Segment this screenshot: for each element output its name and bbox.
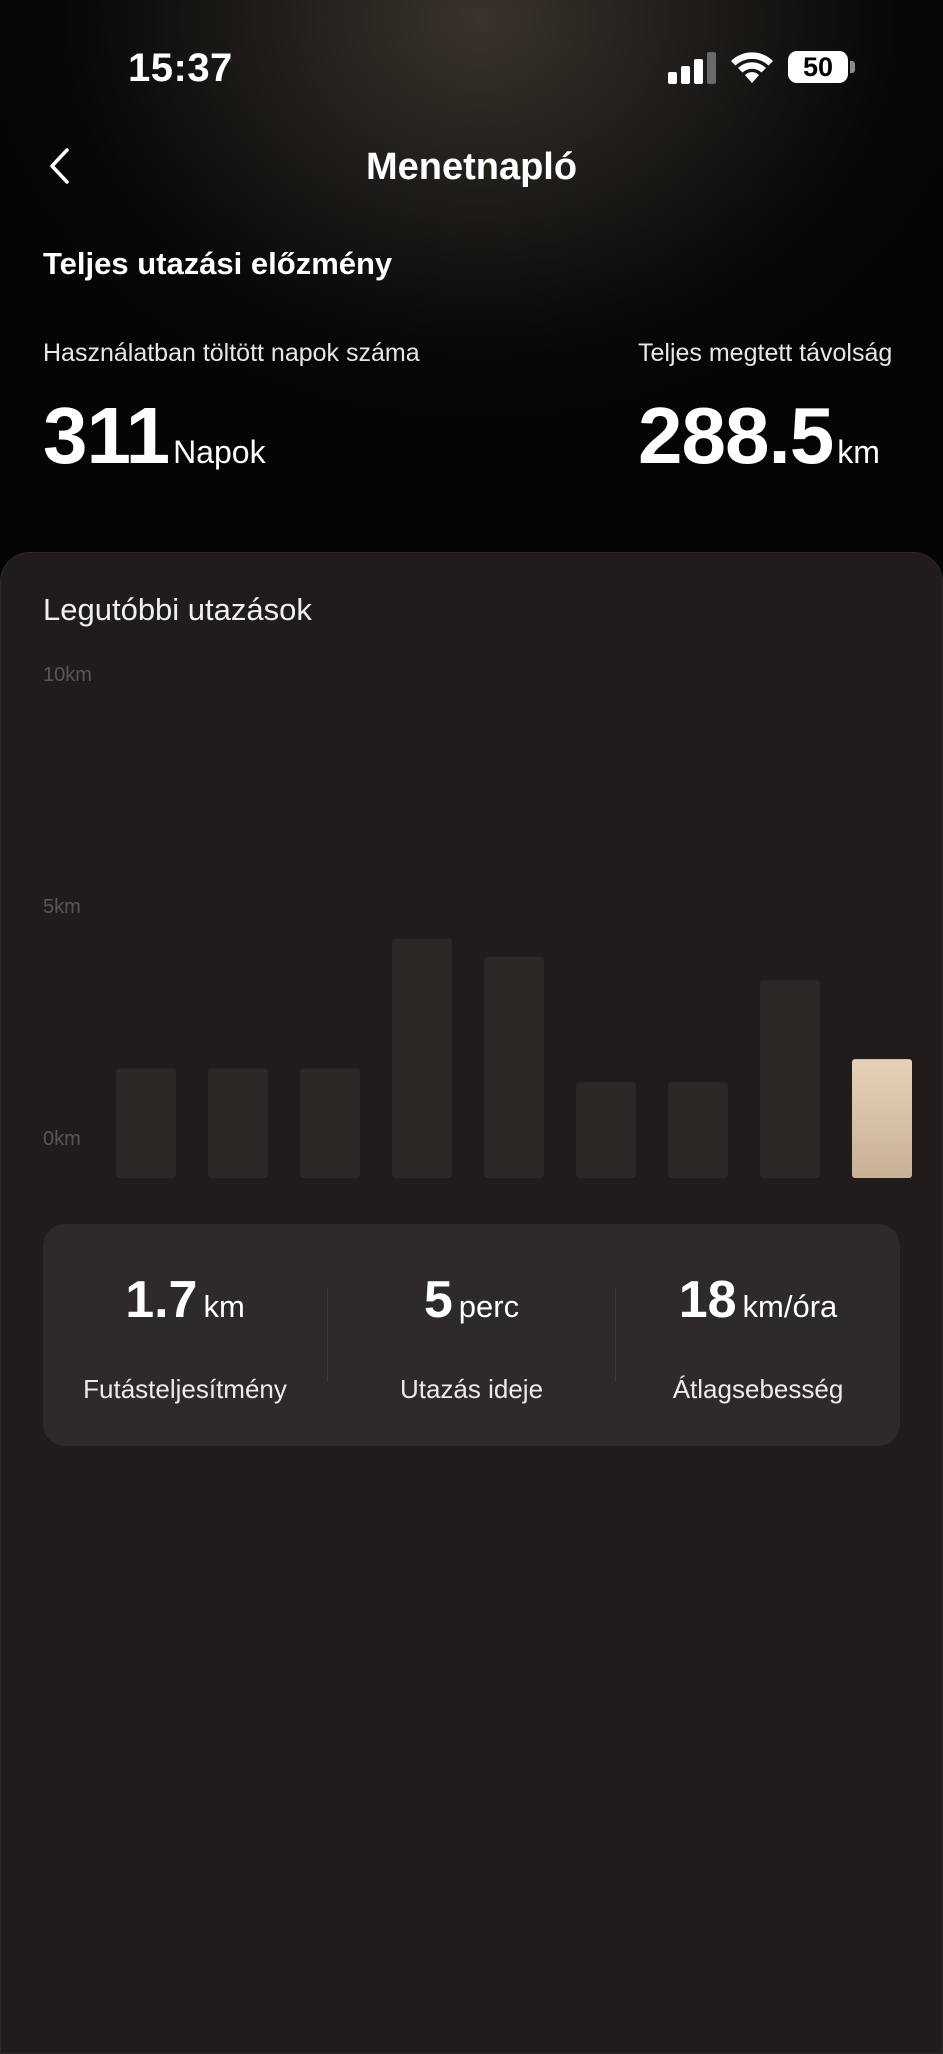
battery-cap <box>850 61 855 73</box>
distance-value: 288.5 <box>638 391 834 480</box>
chart-bar-selected[interactable] <box>852 1059 912 1178</box>
status-bar: 15:37 50 <box>0 0 943 140</box>
back-button[interactable] <box>40 144 80 188</box>
mileage-unit: km <box>203 1289 245 1324</box>
divider <box>615 1288 616 1382</box>
distance-stat: 288.5 km <box>638 390 880 482</box>
chart-bar[interactable] <box>760 980 820 1178</box>
chart-bar[interactable] <box>576 1082 636 1178</box>
wifi-icon <box>731 52 773 83</box>
days-unit: Napok <box>173 434 266 470</box>
divider <box>327 1288 328 1382</box>
days-label: Használatban töltött napok száma <box>43 339 420 367</box>
recent-trips-chart: 10km5km0km2345678910 <box>43 664 912 1178</box>
duration-value: 5 <box>423 1271 453 1329</box>
cellular-signal-icon <box>668 52 716 84</box>
duration-metric: 5 perc Utazás ideje <box>328 1224 615 1446</box>
overview-title: Teljes utazási előzmény <box>43 246 393 281</box>
days-value: 311 <box>43 391 170 480</box>
recent-trips-title: Legutóbbi utazások <box>43 592 312 627</box>
header-background <box>0 0 943 600</box>
y-tick-label: 5km <box>43 896 81 918</box>
nav-bar: Menetnapló <box>0 130 943 210</box>
distance-unit: km <box>837 434 880 470</box>
speed-value: 18 <box>678 1271 737 1329</box>
duration-unit: perc <box>458 1289 520 1324</box>
battery-icon: 50 <box>788 51 848 83</box>
distance-label: Teljes megtett távolság <box>638 339 893 367</box>
status-time: 15:37 <box>128 46 233 90</box>
chart-bar[interactable] <box>668 1082 728 1178</box>
speed-unit: km/óra <box>742 1289 838 1324</box>
duration-label: Utazás ideje <box>399 1374 544 1404</box>
chart-bar[interactable] <box>116 1068 176 1178</box>
y-tick-label: 0km <box>43 1128 81 1150</box>
speed-metric: 18 km/óra Átlagsebesség <box>616 1224 900 1446</box>
trip-summary-panel: 1.7 km Futásteljesítmény 5 perc Utazás ide… <box>43 1224 900 1446</box>
days-stat: 311 Napok <box>43 390 266 482</box>
chart-bar[interactable] <box>484 957 544 1178</box>
mileage-value: 1.7 <box>125 1271 198 1329</box>
page-title: Menetnapló <box>365 146 578 188</box>
chart-bar[interactable] <box>300 1068 360 1178</box>
y-tick-label: 10km <box>43 664 92 686</box>
speed-label: Átlagsebesség <box>672 1374 844 1404</box>
mileage-metric: 1.7 km Futásteljesítmény <box>43 1224 327 1446</box>
chevron-left-icon <box>50 148 69 184</box>
battery-percent: 50 <box>802 51 834 82</box>
mileage-label: Futásteljesítmény <box>83 1374 287 1404</box>
chart-bar[interactable] <box>392 938 452 1178</box>
chart-bar[interactable] <box>208 1068 268 1178</box>
